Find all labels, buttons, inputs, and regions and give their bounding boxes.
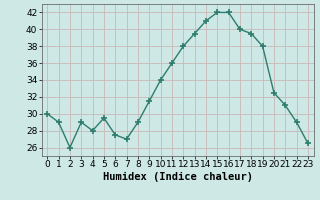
X-axis label: Humidex (Indice chaleur): Humidex (Indice chaleur) — [103, 172, 252, 182]
